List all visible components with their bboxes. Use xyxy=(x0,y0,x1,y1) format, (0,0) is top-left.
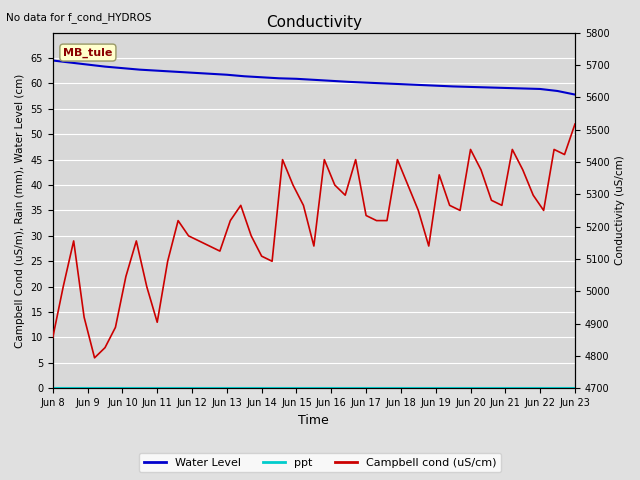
Title: Conductivity: Conductivity xyxy=(266,15,362,30)
Y-axis label: Campbell Cond (uS/m), Rain (mm), Water Level (cm): Campbell Cond (uS/m), Rain (mm), Water L… xyxy=(15,73,25,348)
X-axis label: Time: Time xyxy=(298,414,329,427)
Y-axis label: Conductivity (uS/cm): Conductivity (uS/cm) xyxy=(615,156,625,265)
Text: No data for f_cond_HYDROS: No data for f_cond_HYDROS xyxy=(6,12,152,23)
Text: MB_tule: MB_tule xyxy=(63,48,113,58)
Legend: Water Level, ppt, Campbell cond (uS/cm): Water Level, ppt, Campbell cond (uS/cm) xyxy=(140,453,500,472)
